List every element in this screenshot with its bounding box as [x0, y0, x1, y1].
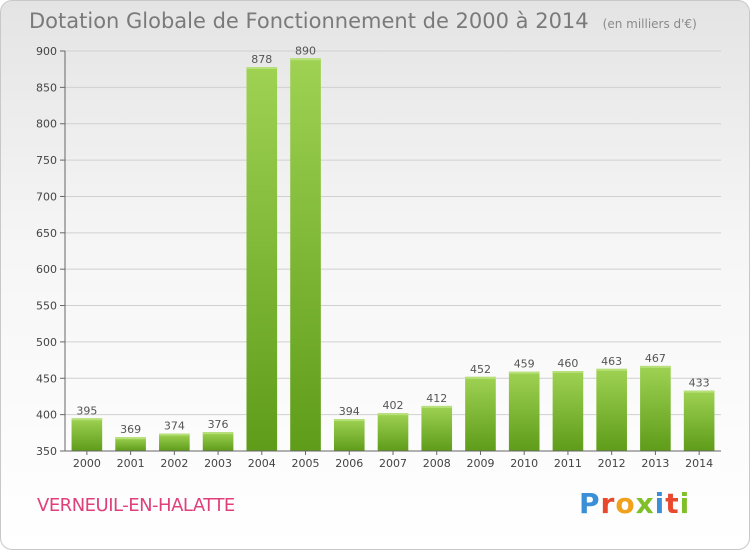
- bar-2000: [71, 418, 103, 451]
- bar-top-2010: [508, 371, 540, 374]
- logo-letter: x: [635, 487, 655, 520]
- logo-letter: t: [665, 487, 680, 520]
- bar-top-2006: [333, 419, 365, 421]
- bar-2003: [202, 432, 234, 451]
- bar-2008: [421, 405, 453, 451]
- logo-letter: o: [615, 487, 636, 520]
- logo-letter: P: [579, 487, 601, 520]
- chart-unit: (en milliers d'€): [602, 17, 697, 31]
- logo-letter: i: [654, 487, 666, 520]
- chart-title-text: Dotation Globale de Fonctionnement de 20…: [29, 9, 589, 33]
- label-layer: 395 369 374 376 878 890 394 402 412 452 459 460 463 4…: [76, 44, 709, 436]
- y-tick-label: 800: [36, 118, 57, 131]
- chart-title: Dotation Globale de Fonctionnement de 20…: [29, 9, 697, 33]
- data-label: 395: [76, 404, 97, 417]
- x-tick-label: 2000: [73, 457, 101, 470]
- data-label: 433: [689, 377, 710, 390]
- data-label: 452: [470, 363, 491, 376]
- bar-top-2003: [202, 432, 234, 435]
- bar-top-2004: [246, 67, 278, 69]
- y-tick-label: 600: [36, 263, 57, 276]
- bar-top-2009: [465, 376, 496, 379]
- bar-top-2002: [159, 433, 190, 436]
- bar-2011: [552, 371, 584, 451]
- data-label: 463: [601, 355, 622, 368]
- x-tick-label: 2010: [510, 457, 538, 470]
- y-tick-label: 700: [36, 190, 57, 203]
- data-label: 459: [514, 358, 535, 371]
- bar-2013: [640, 365, 671, 451]
- x-tick-label: 2012: [598, 457, 626, 470]
- bar-top-2013: [640, 365, 671, 368]
- x-tick-label: 2003: [204, 457, 232, 470]
- x-tick-label: 2013: [641, 457, 669, 470]
- bar-layer: [71, 58, 715, 451]
- data-label: 412: [426, 392, 447, 405]
- bar-2004: [246, 67, 278, 451]
- y-tick-label: 900: [36, 45, 57, 58]
- bar-2010: [508, 371, 540, 451]
- y-tick-label: 500: [36, 336, 57, 349]
- y-tick-label: 650: [36, 227, 57, 240]
- y-tick-label: 850: [36, 81, 57, 94]
- data-label: 878: [251, 53, 272, 66]
- x-tick-label: 2008: [423, 457, 451, 470]
- x-tick-label: 2004: [248, 457, 276, 470]
- data-label: 369: [120, 423, 141, 436]
- grid-layer: [65, 50, 721, 416]
- commune-name: VERNEUIL-EN-HALATTE: [37, 495, 235, 516]
- data-label: 467: [645, 352, 666, 365]
- bar-2006: [333, 419, 365, 451]
- data-label: 402: [383, 399, 404, 412]
- y-tick-label: 550: [36, 300, 57, 313]
- bar-2005: [290, 58, 321, 451]
- bar-top-2007: [377, 413, 409, 416]
- bar-top-2008: [421, 405, 453, 408]
- x-tick-label: 2009: [466, 457, 494, 470]
- proxiti-logo: Proxiti: [579, 487, 690, 520]
- x-tick-label: 2014: [685, 457, 713, 470]
- bar-2002: [159, 433, 190, 451]
- data-label: 394: [339, 405, 360, 418]
- x-tick-label: 2007: [379, 457, 407, 470]
- data-label: 376: [208, 418, 229, 431]
- bar-2014: [683, 390, 715, 451]
- y-tick-label: 450: [36, 372, 57, 385]
- x-tick-label: 2011: [554, 457, 582, 470]
- data-label: 890: [295, 44, 316, 57]
- bar-top-2005: [290, 58, 321, 61]
- bar-2012: [596, 368, 627, 451]
- y-tick-label: 750: [36, 154, 57, 167]
- x-tick-label: 2002: [160, 457, 188, 470]
- bar-top-2014: [683, 390, 715, 393]
- x-tick-label: 2001: [117, 457, 145, 470]
- x-tick-label: 2005: [292, 457, 320, 470]
- data-label: 374: [164, 420, 185, 433]
- data-label: 460: [557, 357, 578, 370]
- axis-layer: 350 400 450 500 550 600 650 700 750 800 850 900 2000…: [36, 45, 721, 470]
- logo-letter: r: [600, 487, 616, 520]
- bar-top-2012: [596, 368, 627, 371]
- logo-letter: i: [679, 487, 691, 520]
- bar-top-2000: [71, 418, 103, 421]
- y-tick-label: 400: [36, 409, 57, 422]
- bar-top-2001: [115, 437, 146, 440]
- bar-2001: [115, 437, 146, 451]
- bar-top-2011: [552, 371, 584, 373]
- x-tick-label: 2006: [335, 457, 363, 470]
- bar-2007: [377, 413, 409, 451]
- y-tick-label: 350: [36, 445, 57, 458]
- bar-2009: [465, 376, 496, 451]
